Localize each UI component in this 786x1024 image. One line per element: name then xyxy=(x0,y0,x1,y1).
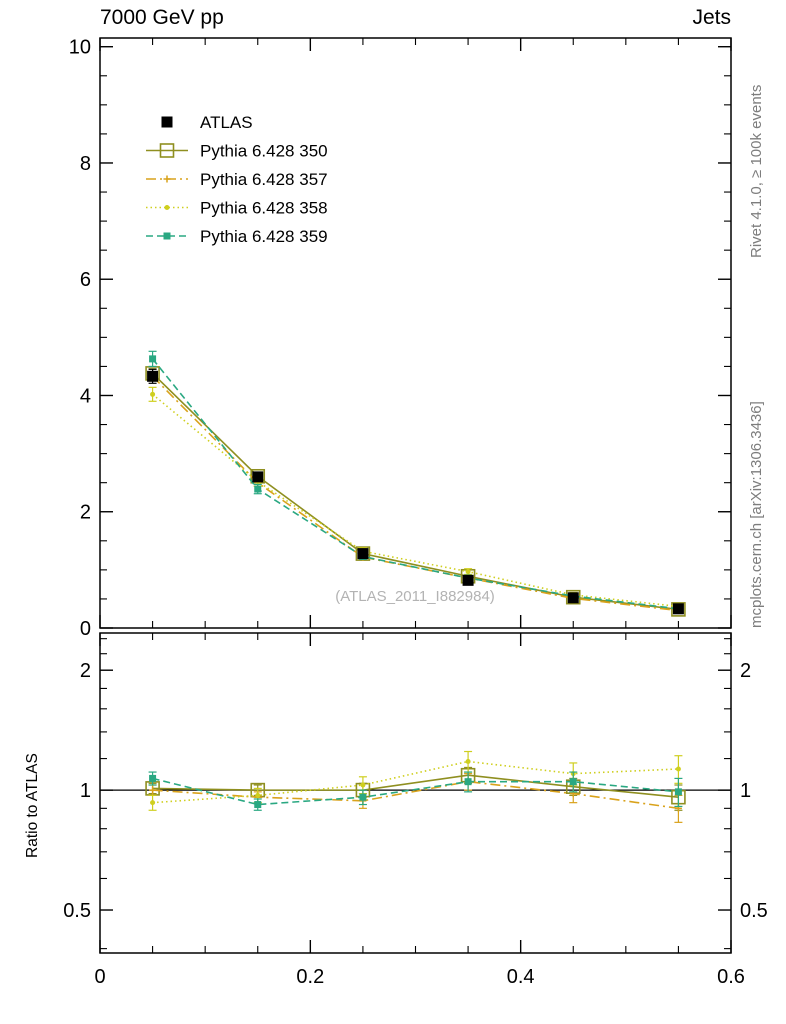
x-tick-label: 0 xyxy=(94,966,105,988)
main-y-tick-label: 6 xyxy=(80,269,91,291)
main-y-tick-label: 4 xyxy=(80,385,91,407)
plot-title-beam: 7000 GeV pp xyxy=(100,6,224,29)
mcplots-citation-label: mcplots.cern.ch [arXiv:1306.3436] xyxy=(748,401,765,628)
ratio-y-tick-label-right: 2 xyxy=(740,660,751,682)
x-tick-label: 0.6 xyxy=(717,966,745,988)
ratio-axis-label: Ratio to ATLAS xyxy=(24,753,41,858)
series-main-4 xyxy=(148,350,683,613)
x-tick-label: 0.4 xyxy=(507,966,535,988)
ratio-y-tick-label-right: 1 xyxy=(740,780,751,802)
main-y-tick-label: 2 xyxy=(80,502,91,524)
legend-marker xyxy=(163,232,171,240)
series-main-atlas xyxy=(147,368,684,615)
rivet-version-label: Rivet 4.1.0, ≥ 100k events xyxy=(748,84,765,258)
legend: ATLAS Pythia 6.428 350 Pythia 6.428 357 Pyt… xyxy=(146,113,328,246)
plot-title-process: Jets xyxy=(692,6,731,29)
legend-marker xyxy=(163,175,171,183)
series-ratio-3 xyxy=(148,750,683,811)
main-y-tick-label: 0 xyxy=(80,618,91,640)
legend-entry-label: Pythia 6.428 358 xyxy=(200,199,328,218)
legend-entry-label: Pythia 6.428 350 xyxy=(200,142,328,161)
analysis-id-watermark: (ATLAS_2011_I882984) xyxy=(335,588,495,605)
ratio-y-tick-label-right: 0.5 xyxy=(740,900,768,922)
x-tick-label: 0.2 xyxy=(296,966,324,988)
series-main-2 xyxy=(148,371,683,615)
legend-entry-label: Pythia 6.428 357 xyxy=(200,170,328,189)
series-ratio-4 xyxy=(148,771,683,811)
legend-entry-label: ATLAS xyxy=(200,113,253,132)
legend-marker xyxy=(161,116,173,128)
ratio-y-tick-label-left: 0.5 xyxy=(63,900,91,922)
ratio-y-tick-label-left: 1 xyxy=(80,780,91,802)
legend-marker xyxy=(164,205,170,210)
legend-marker xyxy=(159,143,175,158)
legend-entry-label: Pythia 6.428 359 xyxy=(200,227,328,246)
series-main-3 xyxy=(148,386,683,609)
main-y-tick-label: 8 xyxy=(80,153,91,175)
ratio-y-tick-label-left: 2 xyxy=(80,660,91,682)
main-y-tick-label: 10 xyxy=(69,37,91,59)
series-main-1 xyxy=(145,366,686,617)
